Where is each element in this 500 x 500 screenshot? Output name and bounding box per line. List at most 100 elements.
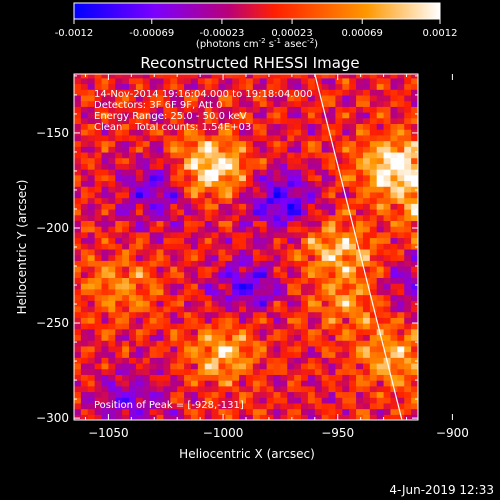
heatmap-cell [74,83,82,90]
heatmap-cell [273,214,281,221]
heatmap-cell [101,231,109,239]
heatmap-cell [101,385,109,393]
heatmap-cell [135,134,144,142]
heatmap-cell [239,380,247,387]
heatmap-cell [211,146,220,153]
heatmap-cell [335,288,343,296]
heatmap-cell [259,83,268,90]
heatmap-cell [273,197,281,204]
heatmap-cell [232,100,240,107]
heatmap-cell [328,180,337,187]
heatmap-cell [335,340,343,347]
heatmap-cell [122,345,130,353]
heatmap-cell [163,74,171,79]
heatmap-cell [87,197,96,204]
heatmap-cell [87,214,96,221]
heatmap-cell [156,157,165,164]
heatmap-cell [101,323,109,330]
heatmap-cell [204,328,213,336]
heatmap-cell [307,117,316,125]
heatmap-cell [349,380,357,387]
heatmap-cell [356,294,364,301]
heatmap-cell [239,311,247,318]
heatmap-cell [94,112,103,119]
heatmap-cell [273,288,281,296]
heatmap-cell [115,231,123,239]
heatmap-cell [115,345,123,353]
heatmap-cell [246,254,254,261]
heatmap-cell [108,385,116,393]
heatmap-cell [342,146,350,153]
heatmap-cell [129,106,137,113]
heatmap-cell [321,351,330,358]
heatmap-cell [335,368,343,375]
heatmap-cell [301,305,309,313]
heatmap-cell [190,323,199,330]
heatmap-cell [204,385,213,393]
heatmap-cell [246,74,254,79]
heatmap-cell [280,414,288,420]
heatmap-cell [369,288,378,296]
heatmap-cell [356,77,364,85]
heatmap-cell [335,300,343,307]
heatmap-cell [307,129,316,136]
heatmap-cell [177,163,185,170]
heatmap-cell [122,203,130,210]
heatmap-cell [177,237,185,244]
heatmap-cell [163,288,171,296]
heatmap-cell [356,157,364,164]
heatmap-cell [362,77,371,85]
heatmap-cell [239,271,247,279]
heatmap-cell [294,340,302,347]
heatmap-cell [115,368,123,375]
heatmap-cell [376,323,385,330]
heatmap-cell [397,294,405,301]
heatmap-cell [397,277,405,284]
heatmap-cell [259,323,268,330]
heatmap-cell [170,294,178,301]
heatmap-cell [74,260,82,267]
heatmap-cell [342,368,350,375]
heatmap-cell [232,140,240,147]
heatmap-cell [94,77,103,85]
heatmap-cell [314,169,323,176]
heatmap-cell [184,157,192,164]
heatmap-cell [328,345,337,353]
heatmap-cell [390,340,398,347]
heatmap-cell [74,191,82,199]
heatmap-cell [190,151,199,159]
heatmap-cell [273,203,281,210]
heatmap-cell [204,191,213,199]
heatmap-cell [108,117,116,125]
heatmap-cell [356,323,364,330]
heatmap-cell [342,231,350,239]
heatmap-cell [115,391,123,398]
heatmap-cell [177,191,185,199]
heatmap-cell [129,271,137,279]
heatmap-cell [101,77,109,85]
heatmap-cell [390,94,398,102]
heatmap-cell [287,191,295,199]
heatmap-cell [273,231,281,239]
heatmap-cell [280,174,288,182]
heatmap-cell [362,89,371,96]
heatmap-cell [362,129,371,136]
heatmap-cell [294,208,302,216]
heatmap-cell [349,186,357,193]
heatmap-cell [225,169,233,176]
heatmap-cell [232,271,240,279]
heatmap-cell [252,328,261,336]
heatmap-cell [307,397,316,404]
heatmap-cell [273,106,281,113]
heatmap-cell [197,100,206,107]
heatmap-cell [356,368,364,375]
heatmap-cell [190,129,199,136]
heatmap-cell [390,414,398,420]
heatmap-cell [273,157,281,164]
heatmap-cell [259,117,268,125]
heatmap-cell [390,169,398,176]
heatmap-cell [335,83,343,90]
heatmap-cell [411,100,418,107]
heatmap-cell [122,191,130,199]
heatmap-cell [246,123,254,130]
